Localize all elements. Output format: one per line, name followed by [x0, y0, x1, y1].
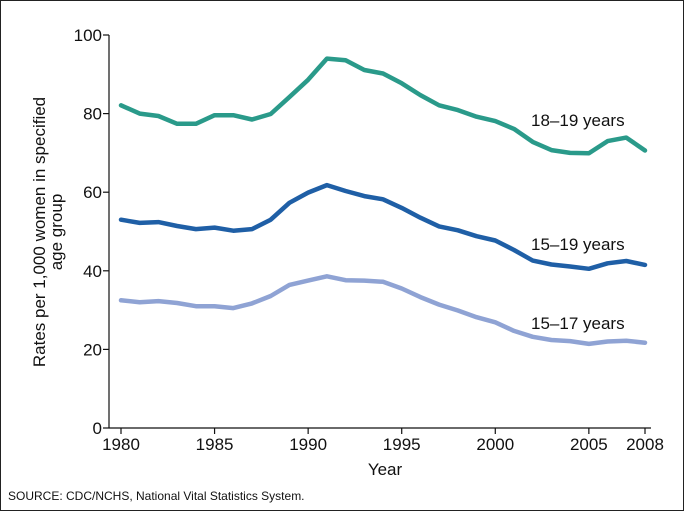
x-tick-label: 1980 — [102, 435, 140, 454]
series-line-0 — [118, 56, 648, 156]
x-tick-label: 1985 — [196, 435, 234, 454]
x-tick-label: 2008 — [626, 435, 664, 454]
series-line-2 — [118, 274, 648, 347]
y-tick-label: 80 — [83, 105, 102, 124]
series-label-2: 15–17 years — [531, 314, 625, 333]
series-line-1 — [118, 182, 648, 272]
x-tick-label: 1995 — [383, 435, 421, 454]
y-tick-label: 100 — [74, 26, 102, 45]
source-note: SOURCE: CDC/NCHS, National Vital Statist… — [8, 489, 305, 503]
x-tick-label: 2005 — [570, 435, 608, 454]
y-tick-label: 0 — [93, 419, 102, 438]
y-axis-title-line: Rates per 1,000 women in specified — [30, 97, 49, 367]
y-axis-title: Rates per 1,000 women in specifiedage gr… — [30, 97, 66, 367]
x-tick-label: 1990 — [289, 435, 327, 454]
x-axis-title: Year — [368, 460, 403, 479]
series-label-1: 15–19 years — [531, 235, 625, 254]
y-tick-label: 20 — [83, 340, 102, 359]
y-tick-label: 40 — [83, 262, 102, 281]
x-tick-label: 2000 — [476, 435, 514, 454]
line-chart: 0 20 40 60 80 100 1980 1985 1990 1995 2000 2005 2008… — [30, 26, 664, 479]
y-tick-label: 60 — [83, 183, 102, 202]
y-axis-title-line: age group — [47, 194, 66, 271]
series-label-0: 18–19 years — [531, 111, 625, 130]
